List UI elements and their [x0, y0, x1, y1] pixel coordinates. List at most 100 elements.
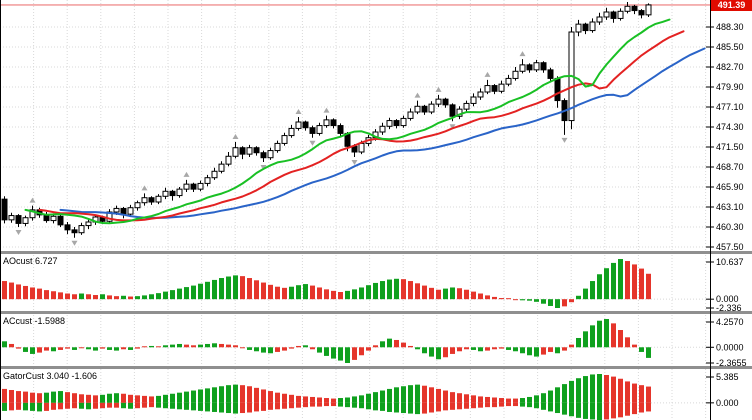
axis-tick-label: 485.50 [716, 42, 744, 52]
gator-top-bar [107, 393, 112, 403]
oscillator-bar [303, 345, 308, 348]
fractal-up-icon [484, 71, 491, 77]
gator-bottom-bar [492, 402, 497, 408]
candle-body [260, 152, 267, 159]
oscillator-bar [492, 347, 497, 350]
gator-top-bar [177, 392, 182, 403]
oscillator-bar [282, 287, 287, 300]
oscillator-bar [499, 298, 504, 300]
gator-top-bar [226, 385, 231, 403]
oscillator-bar [597, 274, 602, 300]
gator-top-bar [156, 395, 161, 403]
gator-top-bar [604, 374, 609, 403]
candle-body [358, 142, 365, 153]
gator-bottom-bar [44, 402, 49, 411]
oscillator-bar [562, 299, 567, 307]
oscillator-bar [450, 347, 455, 354]
candle-body [533, 62, 540, 71]
gator-bottom-bar [401, 402, 406, 414]
candle-body [540, 62, 547, 71]
fractal-up-icon [29, 197, 36, 203]
gator-top-bar [618, 378, 623, 403]
gator-bottom-bar [296, 402, 301, 408]
candle-body [414, 105, 421, 113]
gator-top-bar [114, 393, 119, 403]
gator-bottom-bar [625, 402, 630, 416]
candle-body [190, 183, 197, 190]
fractal-up-icon [435, 86, 442, 92]
gator-bottom-bar [233, 402, 238, 414]
oscillator-bar [597, 320, 602, 348]
candle-body [421, 105, 428, 113]
gator-top-bar [443, 390, 448, 403]
gator-bottom-bar [107, 402, 112, 408]
gator-top-bar [611, 376, 616, 403]
gator-top-bar [2, 388, 7, 403]
candle-body [64, 224, 71, 231]
gator-top-bar [233, 384, 238, 403]
candle-body [645, 4, 652, 16]
gator-top-bar [100, 394, 105, 403]
gator-top-bar [632, 383, 637, 403]
axis-tick-label: 0.000 [716, 398, 739, 408]
indicator-panels [0, 259, 710, 420]
gator-top-bar [422, 385, 427, 403]
oscillator-bar [408, 345, 413, 348]
gator-top-bar [513, 398, 518, 403]
fractal-down-icon [15, 230, 22, 235]
oscillator-bar [506, 347, 511, 350]
candle-body [519, 64, 526, 72]
candle-body [596, 16, 603, 23]
gator-bottom-bar [93, 402, 98, 409]
oscillator-bar [527, 299, 532, 301]
gator-bottom-bar [471, 402, 476, 409]
oscillator-bar [541, 299, 546, 304]
oscillator-bar [282, 347, 287, 351]
gator-bottom-bar [604, 402, 609, 420]
gator-bottom-bar [534, 402, 539, 409]
gator-bottom-bar [72, 402, 77, 409]
candle-body [183, 183, 190, 190]
gator-bottom-bar [198, 402, 203, 411]
candle-body [22, 217, 29, 224]
candle-body [57, 215, 64, 226]
gator-top-bar [639, 385, 644, 403]
gator-top-bar [520, 398, 525, 403]
candle-body [554, 77, 561, 102]
gator-top-bar [345, 397, 350, 403]
candle-body [631, 5, 638, 12]
oscillator-bar [478, 293, 483, 300]
fractal-down-icon [351, 160, 358, 165]
gator-top-bar [569, 380, 574, 403]
candle-body [498, 83, 505, 92]
gator-top-bar [492, 397, 497, 403]
oscillator-bar [240, 276, 245, 300]
gator-bottom-bar [338, 402, 343, 407]
gator-bottom-bar [240, 402, 245, 414]
gator-bottom-bar [16, 402, 21, 410]
gator-top-bar [541, 393, 546, 403]
gator-top-bar [366, 393, 371, 403]
gator-top-bar [499, 398, 504, 403]
gator-bottom-bar [590, 402, 595, 420]
candle-body [323, 119, 330, 127]
alligator-teeth-line [38, 30, 685, 222]
oscillator-bar [429, 347, 434, 357]
gator-top-bar [16, 391, 21, 403]
gator-bottom-bar [191, 402, 196, 411]
candle-body [85, 221, 92, 227]
gator-bottom-bar [576, 402, 581, 418]
oscillator-bar [16, 284, 21, 300]
gator-top-bar [548, 390, 553, 403]
candle-body [603, 11, 610, 18]
axis-tick-label: 474.30 [716, 122, 744, 132]
gator-bottom-bar [114, 402, 119, 408]
candle-body [239, 147, 246, 155]
oscillator-bar [429, 287, 434, 300]
oscillator-bar [2, 281, 7, 300]
candle-body [1, 198, 8, 221]
gator-top-bar [30, 392, 35, 403]
gator-bottom-bar [79, 402, 84, 409]
